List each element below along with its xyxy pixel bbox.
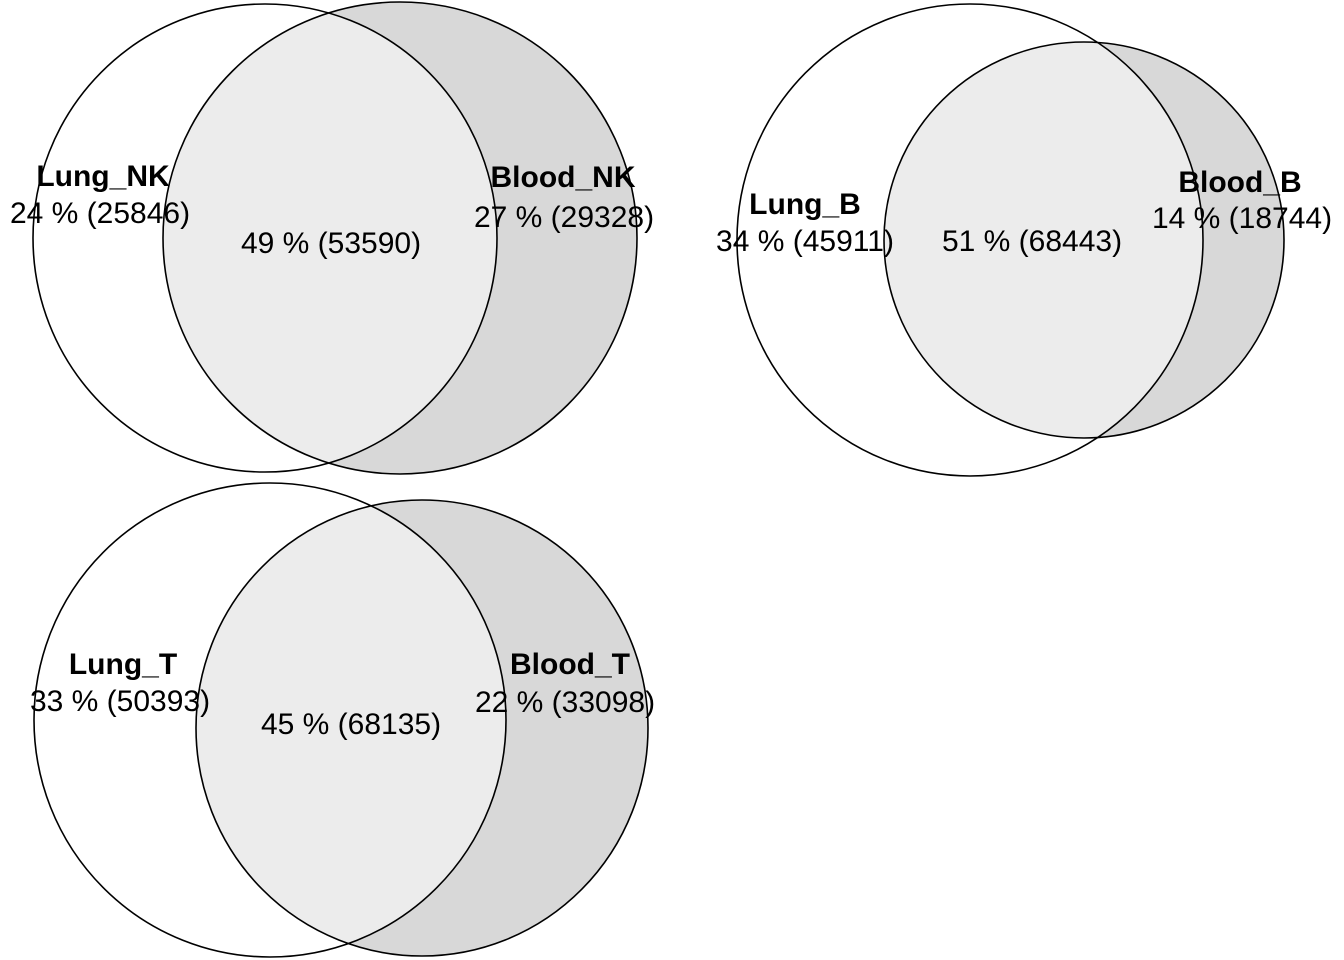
lung-t-outline <box>33 482 507 958</box>
blood-nk-value: 27 % (29328) <box>474 201 654 234</box>
b-overlap-value: 51 % (68443) <box>942 225 1122 258</box>
blood-b-outline <box>883 41 1285 439</box>
b-overlap-region <box>884 42 1203 438</box>
nk-overlap-value: 49 % (53590) <box>241 227 421 260</box>
nk-overlap-region <box>163 4 497 472</box>
blood-t-value: 22 % (33098) <box>475 686 655 719</box>
venn-nk: Lung_NK 24 % (25846) 49 % (53590) Blood_… <box>10 1 654 475</box>
venn-b: Lung_B 34 % (45911) 51 % (68443) Blood_B… <box>716 3 1332 477</box>
lung-b-label: Lung_B <box>749 188 861 221</box>
lung-t-value: 33 % (50393) <box>30 685 210 718</box>
blood-t-outline <box>195 499 649 957</box>
lung-nk-outline <box>32 3 498 473</box>
t-overlap-value: 45 % (68135) <box>261 708 441 741</box>
venn-t: Lung_T 33 % (50393) 45 % (68135) Blood_T… <box>30 482 655 958</box>
blood-nk-label: Blood_NK <box>491 161 636 194</box>
lung-b-outline <box>736 3 1204 477</box>
blood-b-value: 14 % (18744) <box>1152 202 1332 235</box>
lung-t-label: Lung_T <box>69 648 177 681</box>
blood-b-label: Blood_B <box>1178 166 1301 199</box>
t-overlap-region <box>196 500 506 956</box>
blood-t-label: Blood_T <box>510 648 630 681</box>
lung-nk-value: 24 % (25846) <box>10 197 190 230</box>
lung-b-value: 34 % (45911) <box>716 225 894 258</box>
blood-nk-outline <box>162 1 638 475</box>
lung-nk-label: Lung_NK <box>36 160 170 193</box>
